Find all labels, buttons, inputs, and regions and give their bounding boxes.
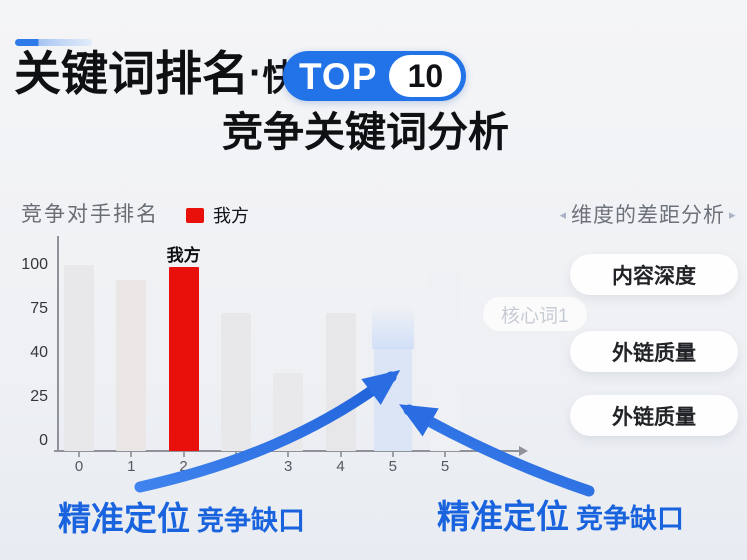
dimension-pill-backlink-quality-2[interactable]: 外链质量 xyxy=(570,395,738,436)
x-axis-label: 4 xyxy=(336,458,345,475)
badge-number-pill: 10 xyxy=(389,55,462,97)
x-axis-label: 3 xyxy=(284,458,293,475)
x-axis-arrowhead-icon xyxy=(519,446,528,456)
badge-number: 10 xyxy=(407,58,444,94)
callout-left: 精准定位 竞争缺口 xyxy=(58,492,305,540)
y-axis-label: 100 xyxy=(21,256,48,273)
callout-left-rest: 竞争缺口 xyxy=(197,506,305,536)
badge-top-label: TOP xyxy=(299,55,378,97)
y-axis-label: 40 xyxy=(30,344,48,361)
chart-title: 竞争对手排名 xyxy=(21,203,159,226)
x-axis-tick xyxy=(444,452,447,457)
dimension-pill-backlink-quality-1[interactable]: 外链质量 xyxy=(570,331,738,372)
chevron-right-icon: ▸ xyxy=(729,207,737,222)
core-keyword-tag: 核心词1 xyxy=(483,297,587,331)
x-axis-label: 0 xyxy=(74,458,84,475)
page-subtitle: 竞争关键词分析 xyxy=(222,109,509,155)
progress-accent-bar xyxy=(15,39,92,46)
y-axis-label: 25 xyxy=(30,388,48,405)
legend-label: 我方 xyxy=(213,206,249,226)
x-axis-tick xyxy=(78,452,80,457)
title-main: 关键词排名 xyxy=(14,47,249,100)
page-title: 关键词排名·快速 xyxy=(14,50,334,97)
x-axis-label: 5 xyxy=(440,458,450,475)
top10-badge: TOP 10 xyxy=(283,51,467,101)
dimension-pill-content-depth[interactable]: 内容深度 xyxy=(570,254,738,295)
bar-competitor xyxy=(373,347,412,451)
y-axis-label: 0 xyxy=(39,432,48,449)
x-axis-tick xyxy=(391,452,394,457)
bar-competitor xyxy=(220,313,251,451)
callout-right-strong: 精准定位 xyxy=(437,498,569,535)
callout-left-strong: 精准定位 xyxy=(58,500,190,537)
x-axis-tick xyxy=(339,452,342,457)
bar-competitor xyxy=(116,280,147,451)
callout-right-rest: 竞争缺口 xyxy=(576,504,684,534)
bar-competitor xyxy=(64,265,94,451)
our-side-bar-label: 我方 xyxy=(166,246,201,265)
bar-competitor xyxy=(325,313,356,451)
panel-heading-label: 维度的差距分析 xyxy=(571,204,725,227)
bar-our-side xyxy=(168,267,199,451)
x-axis-tick xyxy=(130,452,133,457)
x-axis-label: 2 xyxy=(179,458,188,475)
x-axis-tick xyxy=(287,452,290,457)
callout-right: 精准定位 竞争缺口 xyxy=(437,490,684,538)
y-axis xyxy=(57,236,59,452)
bar-competitor xyxy=(273,373,304,451)
title-separator-dot: · xyxy=(249,51,263,95)
chart-legend: 我方 xyxy=(186,202,249,228)
x-axis-tick xyxy=(182,452,185,457)
x-axis-label: 1 xyxy=(127,458,136,475)
chevron-left-icon: ◂ xyxy=(559,207,567,222)
bar-highlight-glow xyxy=(371,305,414,349)
bar-competitor xyxy=(430,271,461,451)
y-axis-label: 75 xyxy=(30,300,48,317)
panel-heading: ◂ 维度的差距分析 ▸ xyxy=(548,199,747,229)
x-axis-label: 5 xyxy=(388,458,397,475)
legend-swatch xyxy=(186,207,204,223)
x-axis-tick xyxy=(234,452,237,457)
